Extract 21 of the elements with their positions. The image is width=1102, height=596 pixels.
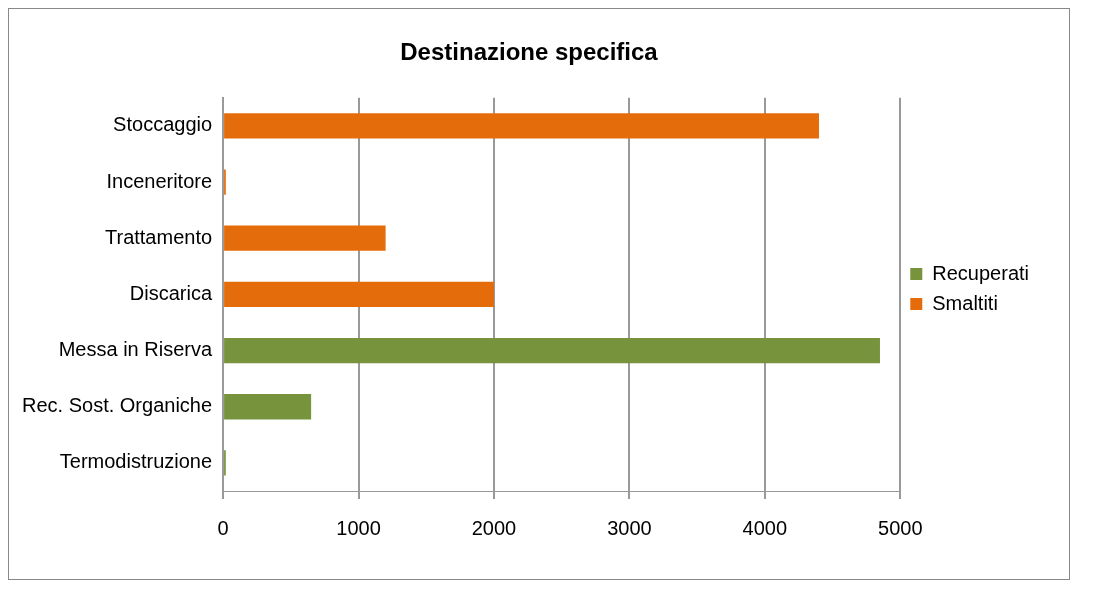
y-tick-label: Trattamento bbox=[104, 225, 213, 248]
x-tick-label: 1000 bbox=[336, 516, 381, 539]
y-tick-label: Discarica bbox=[129, 281, 213, 304]
y-tick-label: Rec. Sost. Organiche bbox=[21, 394, 213, 417]
y-tick-label: Termodistruzione bbox=[59, 450, 213, 473]
x-tick-label: 2000 bbox=[471, 516, 517, 539]
legend-label: Smaltiti bbox=[932, 291, 998, 314]
y-tick-label: Stoccaggio bbox=[113, 113, 213, 136]
chart-title: Destinazione specifica bbox=[400, 38, 659, 66]
x-tick-label: 0 bbox=[217, 516, 229, 539]
bar bbox=[224, 281, 494, 308]
y-tick-label: Inceneritore bbox=[106, 169, 213, 192]
y-tick-label: Messa in Riserva bbox=[58, 338, 213, 361]
bar bbox=[224, 394, 312, 420]
bar bbox=[224, 337, 880, 364]
x-tick-label: 5000 bbox=[878, 516, 923, 539]
x-tick-label: 4000 bbox=[742, 516, 788, 539]
bar bbox=[224, 113, 820, 139]
legend-label: Recuperati bbox=[932, 261, 1029, 284]
x-tick-label: 3000 bbox=[607, 516, 652, 539]
bar bbox=[224, 225, 386, 251]
